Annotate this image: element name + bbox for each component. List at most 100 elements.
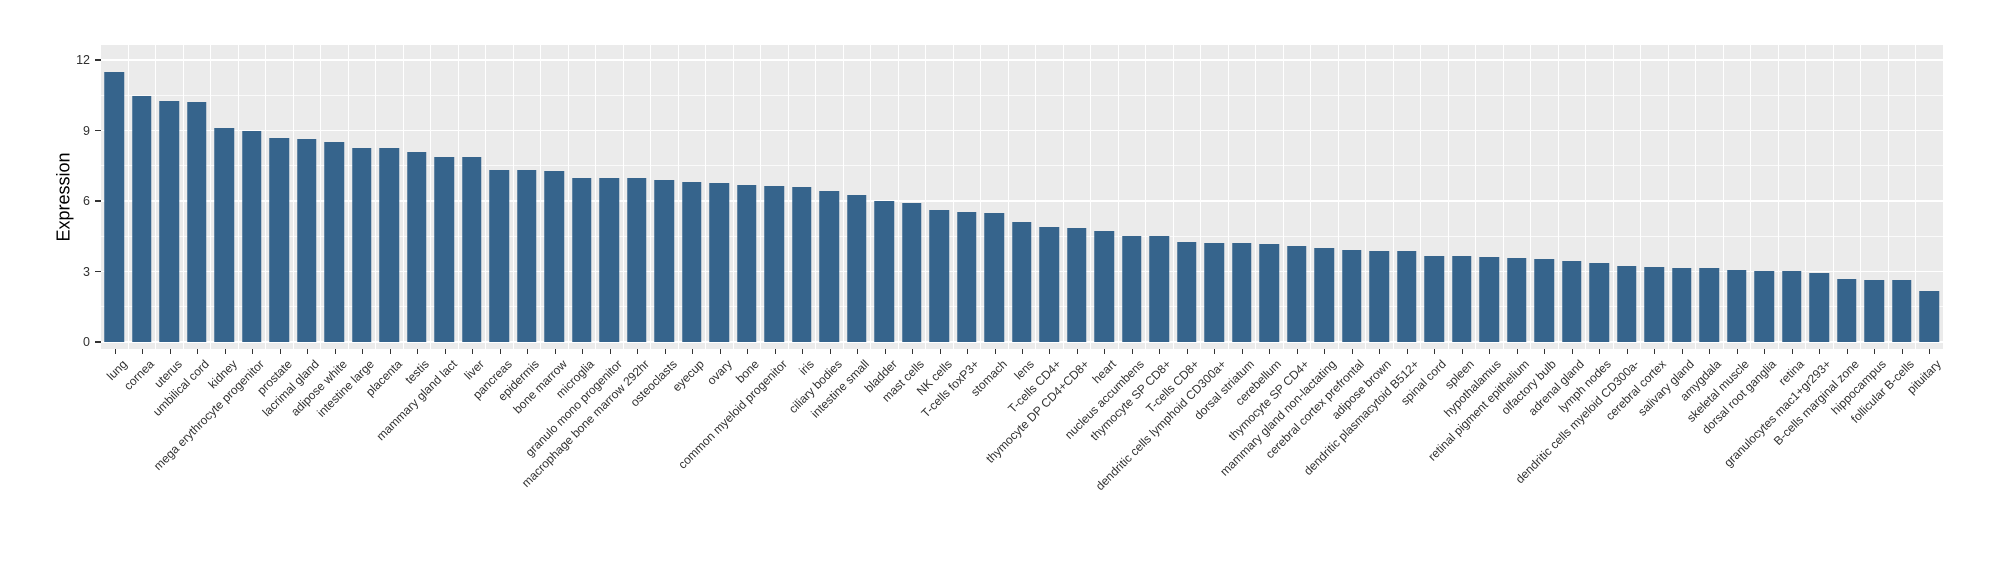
- bar: [517, 170, 537, 342]
- x-tick: [142, 349, 144, 354]
- bar-slot: [1420, 45, 1448, 349]
- bar-slot: [732, 45, 761, 349]
- bar-slot: [1832, 45, 1861, 349]
- bar-slot: [1860, 45, 1888, 349]
- x-tick-label: bone: [733, 357, 762, 386]
- x-tick: [1544, 349, 1546, 354]
- y-axis-title: Expression: [53, 152, 74, 242]
- x-tick: [1296, 349, 1298, 354]
- x-tick-label: spinal cord: [1398, 357, 1450, 408]
- bar: [1479, 257, 1499, 342]
- bar: [1617, 266, 1637, 342]
- bar-slot: [1145, 45, 1173, 349]
- bar-slot: [980, 45, 1008, 349]
- x-tick: [609, 349, 611, 354]
- bar: [1699, 268, 1719, 342]
- x-tick: [554, 349, 556, 354]
- x-tick: [857, 349, 859, 354]
- bar: [1397, 251, 1417, 342]
- x-tick-label: amygdala: [1677, 357, 1725, 404]
- bar-slot: [127, 45, 156, 349]
- bar-slot: [622, 45, 651, 349]
- bar-slot: [677, 45, 706, 349]
- bar: [462, 157, 482, 342]
- x-tick: [774, 349, 776, 354]
- x-tick-label: lung: [103, 357, 130, 383]
- x-tick: [1406, 349, 1408, 354]
- bar-slot: [375, 45, 403, 349]
- x-tick-label: kidney: [205, 357, 240, 392]
- bar-slot: [815, 45, 843, 349]
- bar-slot: [1887, 45, 1916, 349]
- x-tick: [582, 349, 584, 354]
- x-tick: [637, 349, 639, 354]
- bar: [1039, 227, 1059, 342]
- bar-slot: [952, 45, 981, 349]
- bar: [1672, 267, 1692, 342]
- x-tick-label: thymocyte SP CD8+: [1087, 357, 1175, 444]
- bar: [1507, 258, 1527, 342]
- bar-slot: [870, 45, 898, 349]
- bar-slot: [1475, 45, 1503, 349]
- x-tick: [1186, 349, 1188, 354]
- x-tick-label: mast cells: [879, 357, 927, 405]
- bar: [792, 187, 812, 342]
- bar-slot: [1750, 45, 1778, 349]
- x-tick: [1791, 349, 1793, 354]
- bar: [654, 180, 674, 342]
- bar-slot: [347, 45, 376, 349]
- bar: [1534, 258, 1554, 342]
- x-tick: [114, 349, 116, 354]
- bar-slot: [1447, 45, 1476, 349]
- bar-slot: [1227, 45, 1256, 349]
- x-tick: [1764, 349, 1766, 354]
- x-tick-label: macrophage bone marrow 292hr: [518, 357, 652, 491]
- bar: [1754, 271, 1774, 342]
- bar-slot: [1365, 45, 1393, 349]
- x-tick: [1654, 349, 1656, 354]
- bar-slot: [705, 45, 733, 349]
- x-tick-label: T-cells foxP3+: [918, 357, 982, 421]
- bar: [1562, 260, 1582, 342]
- x-tick-label: iris: [796, 357, 817, 378]
- bar: [1919, 291, 1939, 342]
- h-gridline: [101, 59, 1943, 61]
- bar: [434, 156, 454, 342]
- x-tick: [1489, 349, 1491, 354]
- x-tick-label: cerebral cortex: [1603, 357, 1670, 424]
- bar: [1809, 272, 1829, 342]
- bar: [737, 184, 757, 342]
- bar: [1149, 236, 1169, 342]
- x-tick: [912, 349, 914, 354]
- x-tick-label: lymph nodes: [1556, 357, 1615, 416]
- bar: [242, 130, 262, 342]
- x-tick: [719, 349, 721, 354]
- bar-slot: [1392, 45, 1421, 349]
- bar: [1837, 279, 1857, 342]
- bar: [1177, 241, 1197, 342]
- x-tick: [334, 349, 336, 354]
- bar: [1314, 248, 1334, 342]
- h-gridline: [101, 200, 1943, 202]
- x-tick-label: dendritic cells lymphoid CD300a+: [1093, 357, 1230, 494]
- x-tick-label: ovary: [703, 357, 735, 388]
- bar-slot: [1090, 45, 1118, 349]
- bar: [902, 203, 922, 342]
- x-tick: [1736, 349, 1738, 354]
- x-tick-label: skeletal muscle: [1683, 357, 1752, 425]
- x-tick-label: cerebellum: [1232, 357, 1285, 409]
- bar-slot: [1722, 45, 1751, 349]
- bar: [1287, 245, 1307, 342]
- bar: [709, 182, 729, 342]
- x-tick-label: umbilical cord: [150, 357, 213, 419]
- x-tick: [1214, 349, 1216, 354]
- bar: [1232, 243, 1252, 342]
- x-tick-label: B-cells marginal zone: [1770, 357, 1862, 449]
- x-tick: [224, 349, 226, 354]
- bar: [187, 102, 207, 342]
- bar-slot: [1777, 45, 1806, 349]
- bar: [1012, 221, 1032, 342]
- x-tick: [1379, 349, 1381, 354]
- bar: [407, 152, 427, 342]
